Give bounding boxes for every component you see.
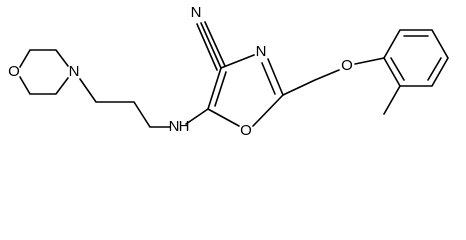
- bond: [354, 57, 385, 65]
- atom-label: O: [8, 63, 20, 80]
- atom-label: N: [69, 63, 80, 80]
- atom-label: N: [191, 4, 202, 21]
- bond: [196, 23, 218, 71]
- bond: [390, 57, 405, 81]
- bond: [282, 69, 340, 96]
- bond: [200, 22, 222, 69]
- bond: [267, 58, 284, 96]
- bond: [204, 21, 226, 67]
- bond: [220, 54, 255, 69]
- structure: O N N H N N O O: [8, 4, 449, 139]
- bond: [261, 62, 276, 95]
- bond: [79, 78, 171, 128]
- bond: [383, 85, 401, 115]
- bond: [383, 29, 449, 87]
- bond: [19, 76, 69, 95]
- bonds: [19, 21, 449, 128]
- bond: [207, 108, 240, 127]
- atom-label: O: [240, 122, 252, 139]
- bond: [214, 71, 227, 107]
- bond: [207, 67, 222, 110]
- atom-labels: O N N H N N O O: [8, 4, 353, 139]
- bond: [427, 57, 442, 81]
- bond: [252, 94, 284, 127]
- atom-label: N: [169, 118, 180, 135]
- bond: [19, 49, 69, 68]
- atom-label: O: [341, 57, 353, 74]
- atom-label: H: [179, 118, 190, 135]
- atom-label: N: [256, 43, 267, 60]
- bond: [185, 108, 209, 125]
